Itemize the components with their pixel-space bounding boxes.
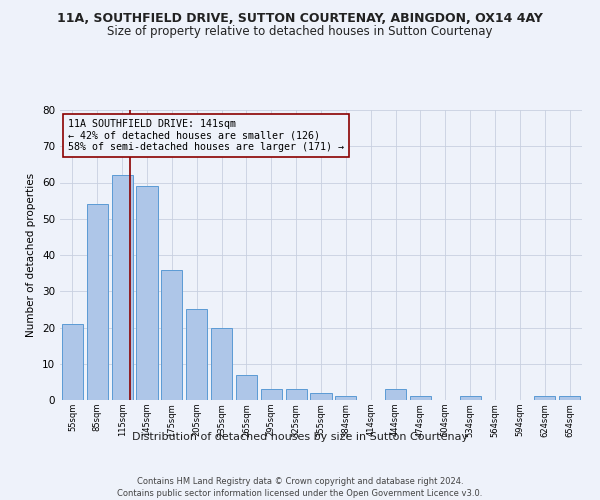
- Bar: [211, 328, 232, 400]
- Bar: [236, 374, 257, 400]
- Bar: [534, 396, 555, 400]
- Bar: [310, 393, 332, 400]
- Bar: [136, 186, 158, 400]
- Y-axis label: Number of detached properties: Number of detached properties: [26, 173, 37, 337]
- Bar: [286, 389, 307, 400]
- Text: Contains HM Land Registry data © Crown copyright and database right 2024.: Contains HM Land Registry data © Crown c…: [137, 478, 463, 486]
- Bar: [186, 310, 207, 400]
- Text: Contains public sector information licensed under the Open Government Licence v3: Contains public sector information licen…: [118, 489, 482, 498]
- Bar: [559, 396, 580, 400]
- Bar: [385, 389, 406, 400]
- Text: Distribution of detached houses by size in Sutton Courtenay: Distribution of detached houses by size …: [132, 432, 468, 442]
- Bar: [161, 270, 182, 400]
- Bar: [261, 389, 282, 400]
- Bar: [62, 324, 83, 400]
- Bar: [460, 396, 481, 400]
- Bar: [112, 176, 133, 400]
- Bar: [87, 204, 108, 400]
- Bar: [335, 396, 356, 400]
- Text: 11A, SOUTHFIELD DRIVE, SUTTON COURTENAY, ABINGDON, OX14 4AY: 11A, SOUTHFIELD DRIVE, SUTTON COURTENAY,…: [57, 12, 543, 26]
- Bar: [410, 396, 431, 400]
- Text: 11A SOUTHFIELD DRIVE: 141sqm
← 42% of detached houses are smaller (126)
58% of s: 11A SOUTHFIELD DRIVE: 141sqm ← 42% of de…: [68, 118, 344, 152]
- Text: Size of property relative to detached houses in Sutton Courtenay: Size of property relative to detached ho…: [107, 25, 493, 38]
